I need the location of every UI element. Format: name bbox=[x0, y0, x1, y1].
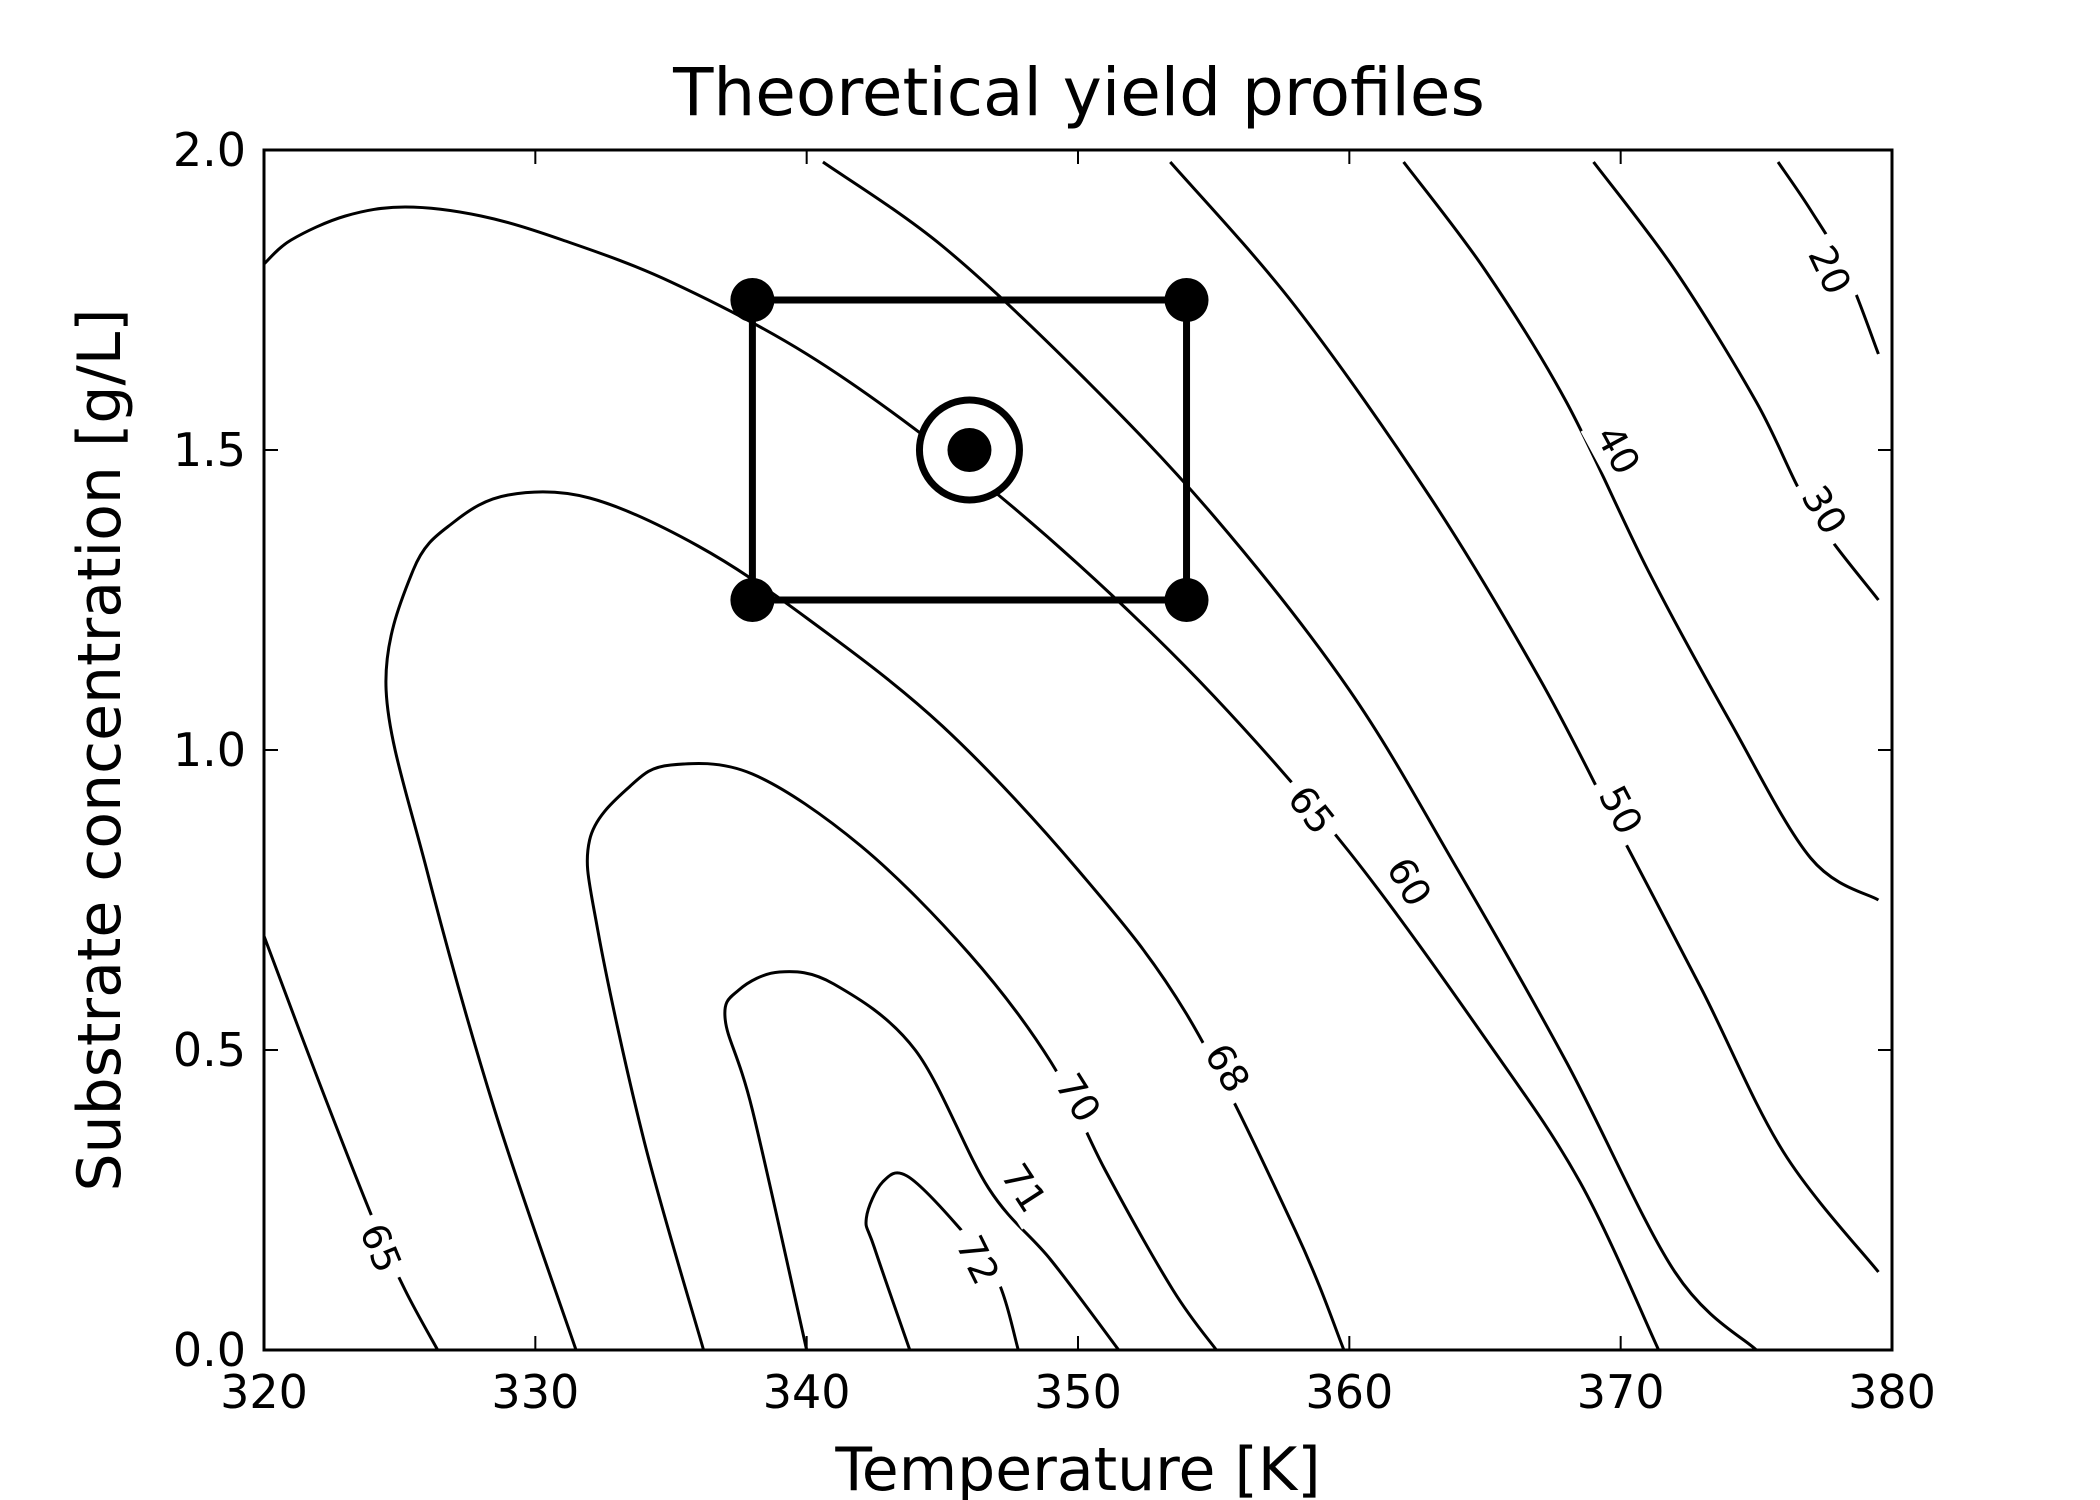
contour-label-gap bbox=[1580, 408, 1656, 492]
y-tick-label-1.5: 1.5 bbox=[173, 423, 246, 477]
y-tick-label-2.0: 2.0 bbox=[173, 123, 246, 177]
contour-line-71-4 bbox=[723, 970, 1120, 1351]
contour-label-gap bbox=[1371, 840, 1447, 924]
x-tick-label-340: 340 bbox=[763, 1365, 851, 1419]
corner-point-1 bbox=[1164, 278, 1209, 322]
corner-point-0 bbox=[730, 278, 775, 322]
x-tick-label-380: 380 bbox=[1848, 1365, 1936, 1419]
contour-label-gap bbox=[345, 1207, 416, 1289]
x-tick-label-320: 320 bbox=[220, 1365, 308, 1419]
y-tick-label-0.0: 0.0 bbox=[173, 1323, 246, 1377]
contour-line-40-8 bbox=[1402, 161, 1880, 902]
corner-point-2 bbox=[730, 578, 775, 622]
corner-point-3 bbox=[1164, 578, 1209, 622]
contour-label-gap bbox=[1271, 768, 1352, 852]
design-box bbox=[748, 296, 1191, 604]
x-axis-label: Temperature [K] bbox=[834, 1435, 1320, 1500]
x-tick-label-330: 330 bbox=[491, 1365, 579, 1419]
center-point bbox=[947, 428, 992, 472]
y-tick-label-1.0: 1.0 bbox=[173, 723, 246, 777]
y-axis-label: Substrate concentration [g/L] bbox=[65, 308, 135, 1191]
contour-label-gap bbox=[1189, 1026, 1266, 1110]
design-points bbox=[730, 278, 1209, 622]
contour-label-gap bbox=[985, 1146, 1063, 1230]
contour-label-gap bbox=[1785, 468, 1863, 552]
axis-ticks: 320 330 340 350 360 370 380 0.0 0.5 1.0 1.5 2.0 bbox=[173, 123, 1936, 1419]
contour-line-68-2 bbox=[384, 490, 1346, 1351]
plot-frame bbox=[262, 148, 1894, 1352]
contour-label-gap bbox=[1583, 768, 1658, 852]
x-tick-label-360: 360 bbox=[1305, 1365, 1393, 1419]
contour-label-gap bbox=[1793, 229, 1866, 311]
contour-label-gap bbox=[941, 1218, 1015, 1302]
chart-title: Theoretical yield profiles bbox=[672, 54, 1485, 131]
contour-line-65-0 bbox=[262, 205, 1661, 1351]
contour-line-60-6 bbox=[822, 160, 1758, 1352]
contour-line-65-1 bbox=[262, 935, 439, 1351]
contour-line-50-7 bbox=[1169, 161, 1880, 1273]
x-tick-label-370: 370 bbox=[1577, 1365, 1665, 1419]
x-tick-label-350: 350 bbox=[1034, 1365, 1122, 1419]
contour-label-gap bbox=[1039, 1056, 1117, 1140]
contour-line-70-3 bbox=[585, 761, 1218, 1351]
y-tick-label-0.5: 0.5 bbox=[173, 1023, 246, 1077]
